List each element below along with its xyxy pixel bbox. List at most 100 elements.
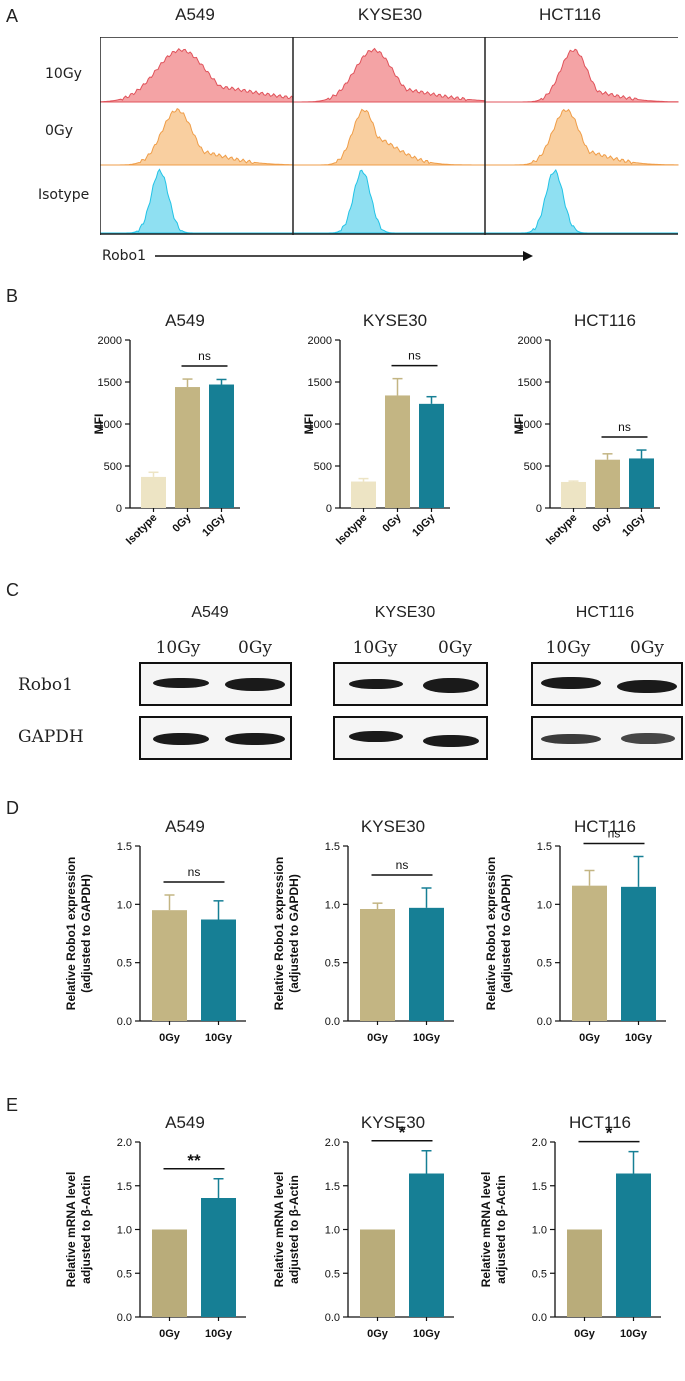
x-tick-label: 10Gy <box>625 1032 653 1044</box>
x-tick-label: Isotype <box>334 512 370 548</box>
x-tick-label: 10Gy <box>413 1032 441 1044</box>
histogram-0gy <box>100 108 294 166</box>
y-axis-label: MFI <box>512 414 526 435</box>
y-tick-label: 1.0 <box>537 899 552 911</box>
y-tick-label: 1.5 <box>325 841 340 853</box>
x-tick-label: 0Gy <box>367 1032 389 1044</box>
y-axis-label: MFI <box>92 414 106 435</box>
y-tick-label: 0.0 <box>325 1016 340 1028</box>
histogram-10gy <box>100 47 294 103</box>
x-tick-label: 10Gy <box>410 511 438 539</box>
flow-axis-label: Robo1 <box>102 248 147 264</box>
wb-blot-a549-robo1 <box>139 662 292 706</box>
wb-lane-kyse30-0gy: 0Gy <box>438 638 472 658</box>
wb-band <box>349 679 403 689</box>
chart-title: KYSE30 <box>363 311 427 330</box>
y-tick-label: 0.0 <box>117 1016 132 1028</box>
panel-e-label: E <box>6 1095 19 1115</box>
y-tick-label: 0 <box>326 503 332 515</box>
bar-10gy <box>409 907 444 1021</box>
x-tick-label: 10Gy <box>620 1328 648 1340</box>
y-tick-label: 1.0 <box>325 899 340 911</box>
wb-band <box>423 735 479 747</box>
bar-10gy <box>201 919 236 1021</box>
y-tick-label: 0.0 <box>117 1312 132 1324</box>
x-tick-label: Isotype <box>124 512 160 548</box>
y-tick-label: 1.5 <box>537 841 552 853</box>
x-tick-label: 10Gy <box>205 1032 233 1044</box>
histogram-0gy <box>293 108 485 166</box>
y-tick-label: 0.5 <box>537 958 552 970</box>
y-tick-label: 1500 <box>98 377 122 389</box>
y-tick-label: 2000 <box>98 335 122 347</box>
histogram-0gy <box>485 108 679 166</box>
chart-title: KYSE30 <box>361 817 425 836</box>
chart-wb-quant-hct116: HCT116 Relative Robo1 expression(adjusted… <box>484 817 666 1044</box>
wb-band <box>225 733 285 745</box>
y-tick-label: 0.5 <box>532 1268 547 1280</box>
wb-blot-kyse30-robo1 <box>333 662 488 706</box>
significance-label: ** <box>187 1151 201 1170</box>
chart-mrna-kyse30: KYSE30 Relative mRNA leveladjusted to β-A… <box>272 1113 454 1340</box>
y-axis-label: Relative Robo1 expression(adjusted to GA… <box>484 857 513 1010</box>
bar-10gy <box>419 403 444 508</box>
chart-wb-quant-a549: A549 Relative Robo1 expression(adjusted t… <box>64 817 246 1044</box>
panel-a-label: A <box>6 6 19 26</box>
bar-0gy <box>360 1229 395 1317</box>
bar-10gy <box>621 886 656 1021</box>
wb-band <box>225 678 285 691</box>
x-tick-label: 10Gy <box>205 1328 233 1340</box>
panel-b-label: B <box>6 286 19 306</box>
chart-title: A549 <box>165 1113 205 1132</box>
y-tick-label: 0 <box>116 503 122 515</box>
y-tick-label: 0 <box>536 503 542 515</box>
x-tick-label: 0Gy <box>574 1328 596 1340</box>
y-tick-label: 2000 <box>518 335 542 347</box>
significance-label: * <box>399 1123 406 1142</box>
bar-10gy <box>629 458 654 508</box>
y-tick-label: 1.0 <box>532 1225 547 1237</box>
x-tick-label: 0Gy <box>579 1032 601 1044</box>
flow-axis-arrow <box>155 251 533 261</box>
wb-row-label-gapdh: GAPDH <box>18 727 84 747</box>
bar-isotype <box>351 481 376 508</box>
wb-row-label-robo1: Robo1 <box>18 675 73 695</box>
chart-mrna-hct116: HCT116 Relative mRNA leveladjusted to β-A… <box>479 1113 661 1340</box>
significance-label: ns <box>198 349 211 363</box>
y-tick-label: 2.0 <box>117 1137 132 1149</box>
bar-10gy <box>209 384 234 508</box>
histogram-isotype <box>293 169 485 234</box>
y-axis-label: Relative Robo1 expression(adjusted to GA… <box>272 857 301 1010</box>
flow-row-label-isotype: Isotype <box>38 187 90 203</box>
flow-title-hct116: HCT116 <box>538 5 602 24</box>
bar-0gy <box>595 459 620 508</box>
x-tick-label: 0Gy <box>380 511 404 535</box>
y-tick-label: 1.5 <box>117 841 132 853</box>
wb-title-kyse30: KYSE30 <box>374 604 436 621</box>
y-tick-label: 500 <box>524 461 542 473</box>
wb-band <box>423 678 479 693</box>
x-tick-label: 0Gy <box>159 1032 181 1044</box>
bar-10gy <box>616 1173 651 1317</box>
chart-title: KYSE30 <box>361 1113 425 1132</box>
wb-title-a549: A549 <box>191 604 229 621</box>
wb-lane-hct116-0gy: 0Gy <box>630 638 664 658</box>
chart-wb-quant-kyse30: KYSE30 Relative Robo1 expression(adjusted… <box>272 817 454 1044</box>
y-tick-label: 1.0 <box>325 1225 340 1237</box>
y-tick-label: 1000 <box>308 419 332 431</box>
x-tick-label: 10Gy <box>413 1328 441 1340</box>
y-axis-label: MFI <box>302 414 316 435</box>
bar-0gy <box>175 387 200 508</box>
wb-band <box>349 731 403 742</box>
y-tick-label: 1.0 <box>117 1225 132 1237</box>
bar-isotype <box>561 481 586 508</box>
panel-c-label: C <box>6 580 19 600</box>
y-tick-label: 1.5 <box>117 1181 132 1193</box>
y-tick-label: 1.5 <box>325 1181 340 1193</box>
wb-lane-a549-10gy: 10Gy <box>155 638 201 658</box>
y-tick-label: 0.0 <box>537 1016 552 1028</box>
y-axis-label: Relative mRNA leveladjusted to β-Actin <box>272 1172 301 1288</box>
bar-10gy <box>201 1198 236 1317</box>
wb-band <box>153 733 209 745</box>
chart-mfi-a549: A549 MFI 0 500 1000 1500 2000 Isotype 0Gy 10Gy ns <box>92 311 240 548</box>
